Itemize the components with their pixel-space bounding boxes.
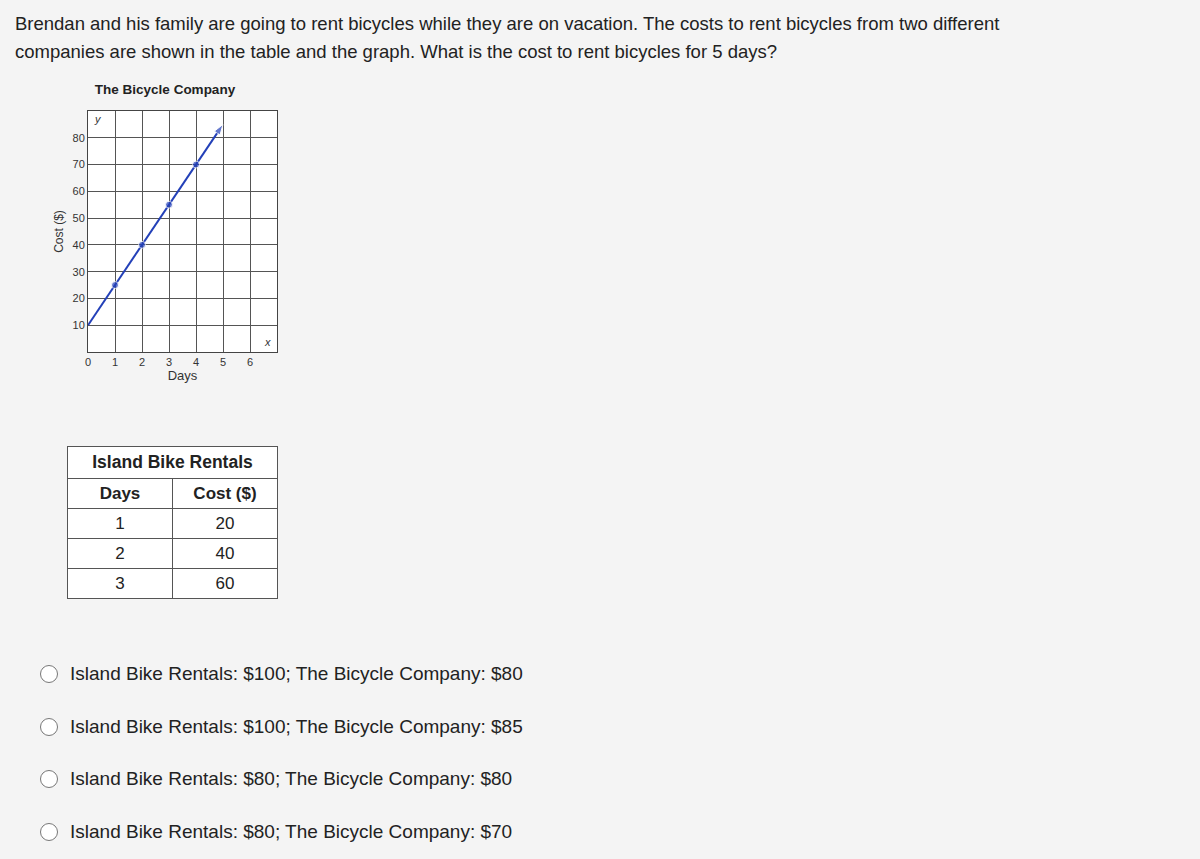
svg-text:30: 30 bbox=[73, 266, 85, 278]
html-text:40: 40 bbox=[215, 543, 235, 563]
html-text:Island Bike Rentals: $100; The: Island Bike Rentals: $100; The Bicycle C… bbox=[70, 715, 523, 737]
svg-text:4: 4 bbox=[193, 356, 199, 368]
svg-text:20: 20 bbox=[73, 292, 85, 304]
html-text:3: 3 bbox=[115, 573, 125, 593]
html-text:2: 2 bbox=[115, 543, 125, 563]
svg-text:10: 10 bbox=[73, 319, 85, 331]
html-text:Island Bike Rentals: $80; The: Island Bike Rentals: $80; The Bicycle Co… bbox=[70, 820, 513, 842]
svg-text:y: y bbox=[94, 113, 102, 125]
svg-text:Cost ($): Cost ($) bbox=[52, 210, 66, 253]
html-text:Island Bike Rentals: Island Bike Rentals bbox=[92, 452, 253, 472]
svg-text:80: 80 bbox=[73, 132, 85, 144]
html-text:60: 60 bbox=[215, 573, 235, 593]
svg-text:0: 0 bbox=[85, 356, 91, 368]
html-text:20: 20 bbox=[215, 513, 235, 533]
svg-text:Days: Days bbox=[168, 368, 198, 383]
svg-text:2: 2 bbox=[139, 356, 145, 368]
html-text:1: 1 bbox=[115, 513, 125, 533]
svg-text:The Bicycle Company: The Bicycle Company bbox=[95, 82, 236, 97]
svg-text:40: 40 bbox=[73, 239, 85, 251]
html-text:companies are shown in the tab: companies are shown in the table and the… bbox=[15, 41, 777, 62]
html-text:Island Bike Rentals: $80; The: Island Bike Rentals: $80; The Bicycle Co… bbox=[70, 768, 513, 790]
svg-text:6: 6 bbox=[247, 356, 253, 368]
svg-text:1: 1 bbox=[112, 356, 118, 368]
html-text:Cost ($): Cost ($) bbox=[193, 483, 257, 503]
svg-text:5: 5 bbox=[220, 356, 226, 368]
svg-text:x: x bbox=[264, 336, 271, 348]
html-text:Island Bike Rentals: $100; The: Island Bike Rentals: $100; The Bicycle C… bbox=[70, 663, 523, 685]
svg-text:3: 3 bbox=[166, 356, 172, 368]
svg-text:70: 70 bbox=[73, 158, 85, 170]
html-text:Brendan and his family are goi: Brendan and his family are going to rent… bbox=[15, 13, 1000, 34]
svg-text:50: 50 bbox=[73, 212, 85, 224]
svg-text:60: 60 bbox=[73, 185, 85, 197]
html-text:Days: Days bbox=[99, 483, 141, 503]
